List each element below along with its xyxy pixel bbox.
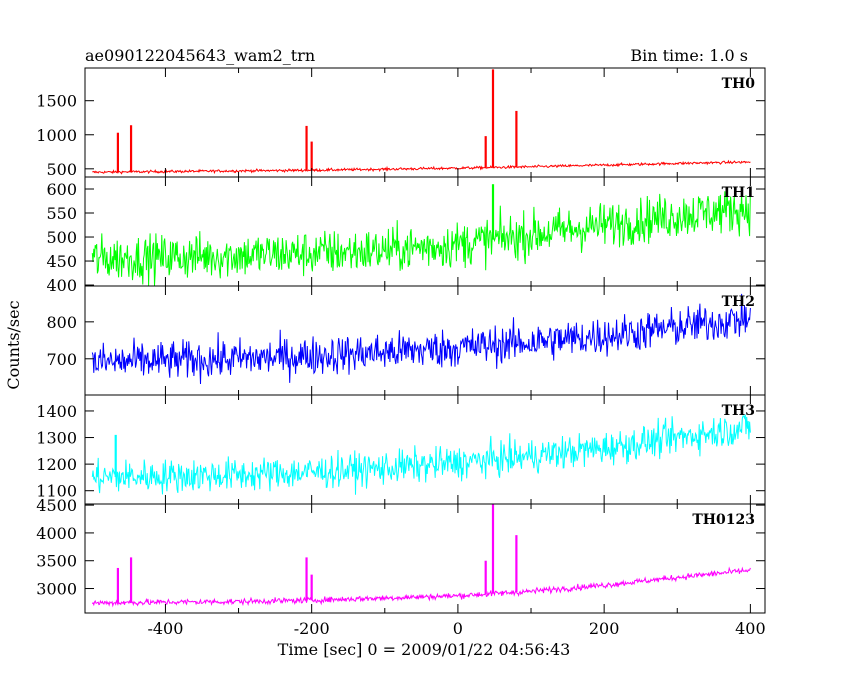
y-tick-label: 500 [46,160,77,179]
x-tick-label: -200 [294,619,330,638]
series-label-th0123: TH0123 [692,512,755,528]
panel-th3: 1100 1200 1300 1400 TH3 [36,394,766,505]
series-line-th0 [92,159,751,175]
series-label-th2: TH2 [722,294,755,310]
panel-th0123: 3000 3500 4000 4500 TH0123 [36,496,766,614]
y-tick-label: 1500 [36,92,77,111]
x-tick-label: 200 [589,619,620,638]
x-tick-label: -400 [147,619,183,638]
y-tick-label: 1100 [36,482,77,501]
series-label-th0: TH0 [722,76,756,92]
panel-frame [84,394,766,505]
y-tick-label: 600 [46,180,77,199]
plot-title: ae090122045643_wam2_trn [85,46,315,65]
series-line-th3 [91,414,751,495]
bin-time-label: Bin time: 1.0 s [630,46,748,65]
series-label-th1: TH1 [722,185,755,201]
panel-th2: 700 800 TH2 [46,285,766,396]
y-tick-label: 500 [46,228,77,247]
y-tick-label: 1300 [36,429,77,448]
panel-frame [84,285,766,396]
x-axis-label: Time [sec] 0 = 2009/01/22 04:56:43 [278,640,571,659]
series-line-th0123 [91,566,751,608]
series-line-th1 [91,188,751,286]
y-tick-label: 4500 [36,496,77,515]
panel-th1: 400 450 500 550 600 TH1 [46,176,766,295]
y-tick-label: 1000 [36,126,77,145]
panel-th0: 500 1000 1500 TH0 [36,67,766,179]
panel-frame [84,503,766,614]
y-tick-label: 450 [46,252,77,271]
y-tick-label: 1400 [36,402,77,421]
series-line-th2 [91,293,751,385]
panel-frame [84,67,766,178]
series-label-th3: TH3 [722,403,755,419]
y-tick-label: 4000 [36,524,77,543]
y-tick-label: 1200 [36,455,77,474]
y-tick-label: 400 [46,276,77,295]
panels: 500 1000 1500 TH0 400 450 500 550 600 TH1 700 800 TH… [36,67,766,614]
y-tick-label: 800 [46,313,77,332]
y-tick-label: 3500 [36,552,77,571]
y-axis-label: Counts/sec [4,300,23,389]
y-tick-label: 3000 [36,580,77,599]
x-tick-labels: -400 -200 0 200 400 [147,619,765,638]
x-tick-label: 400 [735,619,766,638]
y-tick-label: 550 [46,204,77,223]
y-tick-label: 700 [46,350,77,369]
x-tick-label: 0 [453,619,463,638]
